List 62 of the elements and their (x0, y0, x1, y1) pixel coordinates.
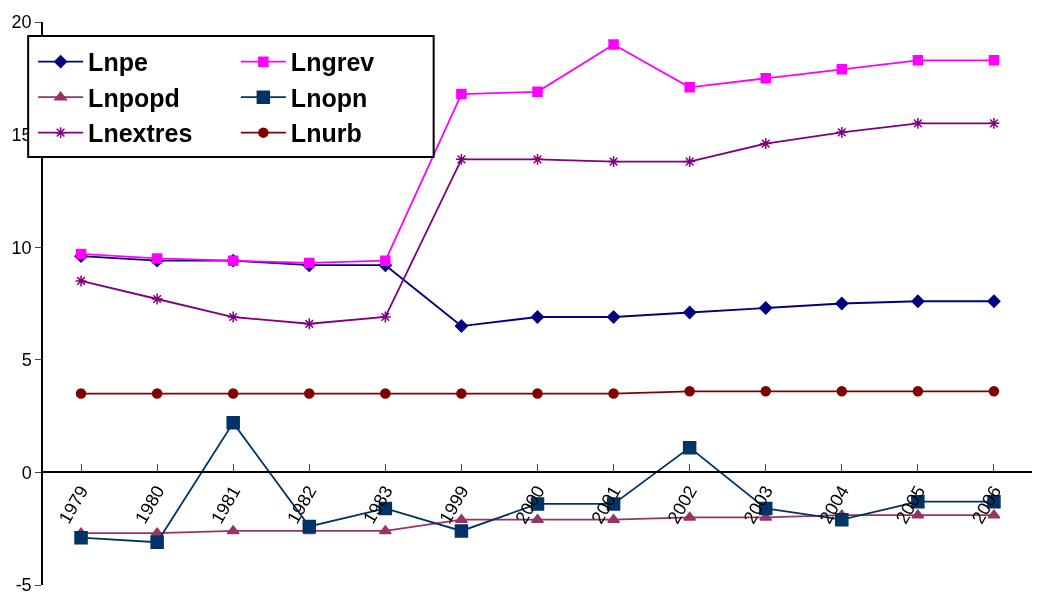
point (988, 55, 1000, 66)
point (836, 386, 848, 397)
point (530, 310, 545, 324)
point (456, 88, 467, 100)
point (304, 388, 315, 399)
point (608, 39, 619, 50)
point (150, 535, 164, 549)
point (683, 155, 696, 168)
point (760, 73, 771, 84)
legend-label: Lnopn (290, 83, 368, 112)
point (836, 64, 848, 75)
point (607, 155, 620, 168)
legend-label: Lnurb (290, 119, 362, 148)
point (759, 137, 772, 150)
point (378, 525, 392, 535)
point (227, 310, 240, 324)
point (759, 301, 773, 315)
legend-label: Lnpopd (88, 83, 180, 112)
point (151, 388, 163, 399)
y-tick-label: 0 (21, 462, 32, 483)
point (835, 296, 849, 311)
point (303, 317, 316, 330)
point (226, 416, 240, 430)
point (226, 525, 240, 535)
point (912, 386, 924, 397)
point (150, 292, 164, 306)
point (911, 117, 925, 130)
y-tick-label: 10 (11, 237, 32, 258)
legend-label: Lnpe (88, 48, 148, 77)
point (227, 388, 239, 399)
y-tick-label: -5 (15, 575, 32, 596)
point (608, 388, 619, 399)
point (454, 319, 469, 333)
point (380, 255, 391, 266)
legend-label: Lnextres (88, 119, 193, 148)
point (912, 55, 924, 66)
point (682, 440, 697, 455)
point (532, 86, 543, 98)
point (379, 310, 392, 324)
y-tick-label: 20 (11, 12, 32, 33)
point (456, 388, 467, 399)
point (606, 310, 621, 324)
point (987, 294, 1001, 308)
point (911, 294, 925, 308)
point (532, 388, 543, 399)
point (455, 153, 468, 166)
point (75, 388, 87, 399)
point (151, 253, 163, 264)
point (74, 274, 88, 288)
point (684, 82, 695, 93)
point (380, 388, 391, 399)
point (454, 524, 469, 538)
point (988, 386, 1000, 397)
point (74, 530, 88, 545)
point (683, 305, 697, 320)
point (684, 386, 695, 397)
legend-label: Lngrev (290, 48, 375, 77)
point (760, 386, 771, 397)
point (531, 153, 544, 166)
point (987, 117, 1001, 130)
y-tick-label: 5 (21, 350, 32, 371)
point (835, 126, 848, 139)
